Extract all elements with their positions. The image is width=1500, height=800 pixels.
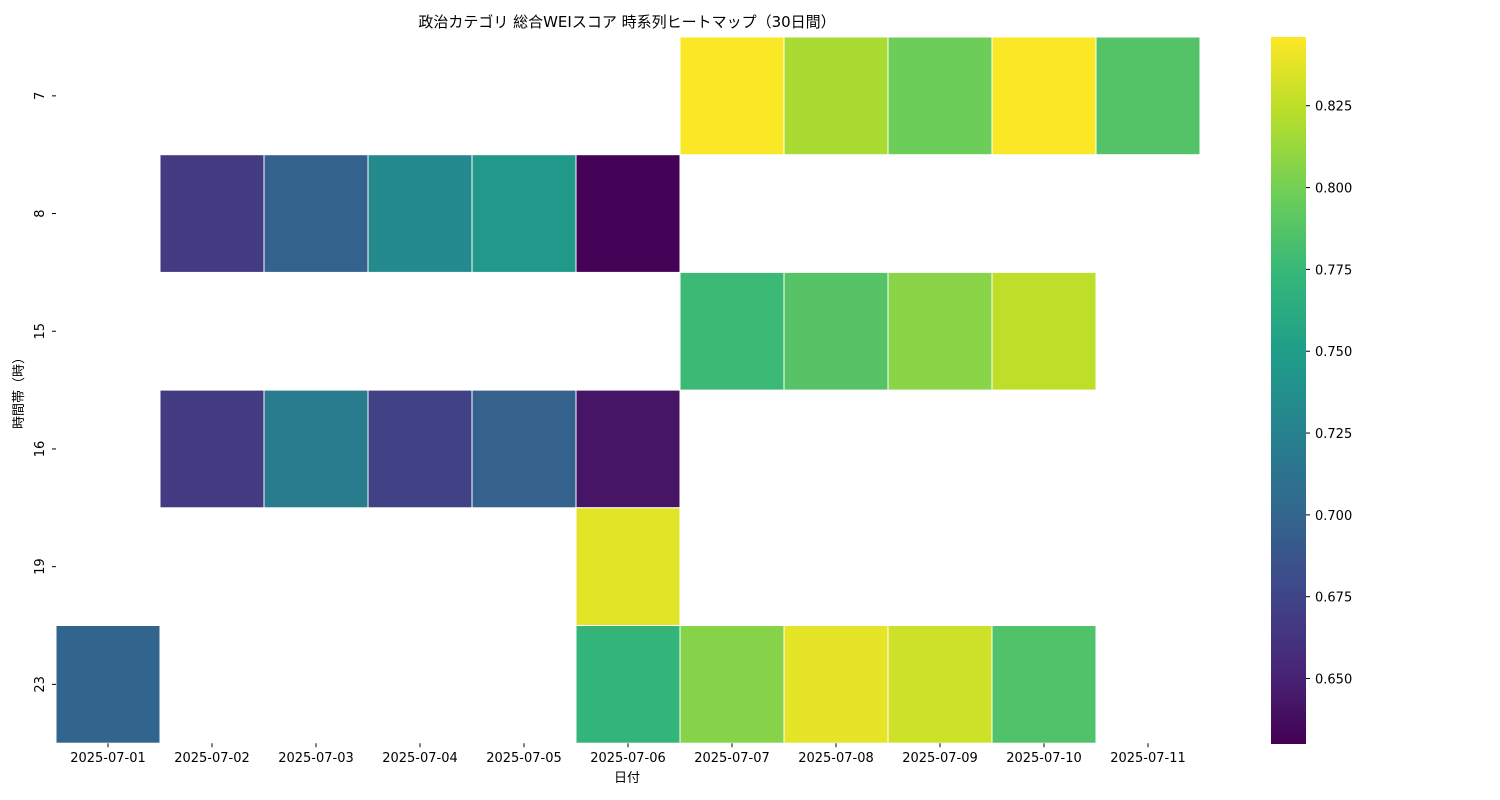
- heatmap-cell: [263, 389, 369, 509]
- colorbar-tick-label: 0.775: [1315, 263, 1352, 278]
- y-tick-label: 23: [33, 676, 48, 693]
- y-axis-label: 時間帯（時）: [12, 351, 27, 429]
- heatmap-cell: [783, 36, 889, 156]
- x-tick-label: 2025-07-07: [694, 751, 770, 766]
- heatmap-cell: [887, 36, 993, 156]
- x-axis-ticks: 2025-07-01 2025-07-02 2025-07-03 2025-07-04…: [70, 743, 1186, 766]
- colorbar-tick-label: 0.700: [1315, 509, 1352, 524]
- colorbar-tick-label: 0.650: [1315, 673, 1352, 688]
- colorbar-tick-label: 0.825: [1315, 100, 1352, 115]
- x-tick-label: 2025-07-06: [590, 751, 666, 766]
- heatmap-cell: [679, 36, 785, 156]
- heatmap-cell: [991, 271, 1097, 391]
- heatmap-cell: [887, 271, 993, 391]
- heatmap-cell: [471, 389, 577, 509]
- heatmap-cell: [783, 271, 889, 391]
- x-axis-label: 日付: [614, 771, 640, 786]
- heatmap-cell: [1095, 36, 1201, 156]
- colorbar-gradient: [1271, 37, 1306, 744]
- heatmap-cell: [367, 154, 473, 273]
- heatmap-cell: [679, 625, 785, 744]
- heatmap-cell: [471, 154, 577, 273]
- x-tick-label: 2025-07-11: [1110, 751, 1186, 766]
- colorbar-tick-label: 0.725: [1315, 427, 1352, 442]
- y-tick-label: 19: [33, 558, 48, 575]
- heatmap-cell: [263, 154, 369, 273]
- x-tick-label: 2025-07-04: [382, 751, 458, 766]
- heatmap-cell: [991, 36, 1097, 156]
- heatmap-cells: [55, 36, 1201, 744]
- heatmap-cell: [367, 389, 473, 509]
- heatmap-cell: [575, 154, 681, 273]
- colorbar-tick-label: 0.675: [1315, 591, 1352, 606]
- heatmap-cell: [159, 389, 265, 509]
- y-tick-label: 7: [33, 92, 48, 100]
- heatmap-cell: [575, 507, 681, 626]
- heatmap-cell: [159, 154, 265, 273]
- x-tick-label: 2025-07-03: [278, 751, 354, 766]
- heatmap-cell: [887, 625, 993, 744]
- x-tick-label: 2025-07-01: [70, 751, 146, 766]
- x-tick-label: 2025-07-05: [486, 751, 562, 766]
- heatmap-cell: [575, 625, 681, 744]
- y-tick-label: 16: [33, 441, 48, 458]
- heatmap-cell: [55, 625, 161, 744]
- heatmap-cell: [783, 625, 889, 744]
- heatmap-cell: [991, 625, 1097, 744]
- x-tick-label: 2025-07-08: [798, 751, 874, 766]
- x-tick-label: 2025-07-09: [902, 751, 978, 766]
- heatmap-cell: [575, 389, 681, 509]
- y-axis-ticks: 7 8 15 16 19 23: [33, 92, 56, 693]
- colorbar: 0.650 0.675 0.700 0.725 0.750 0.775 0.800 0.825: [1271, 37, 1352, 744]
- colorbar-tick-label: 0.800: [1315, 182, 1352, 197]
- heatmap-cell: [679, 271, 785, 391]
- y-tick-label: 15: [33, 323, 48, 340]
- x-tick-label: 2025-07-10: [1006, 751, 1082, 766]
- x-tick-label: 2025-07-02: [174, 751, 250, 766]
- colorbar-tick-label: 0.750: [1315, 345, 1352, 360]
- chart-title: 政治カテゴリ 総合WEIスコア 時系列ヒートマップ（30日間）: [418, 13, 835, 31]
- y-tick-label: 8: [33, 209, 48, 217]
